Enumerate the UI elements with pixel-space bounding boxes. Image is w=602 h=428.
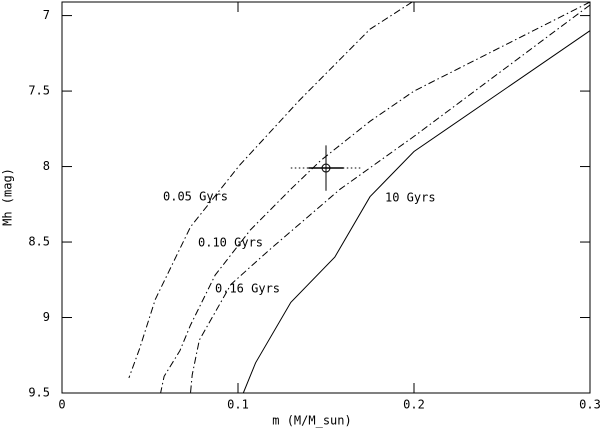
x-tick-label: 0.1 [227,398,249,412]
y-tick-label: 9 [43,310,50,324]
series-label: 0.16 Gyrs [215,282,280,296]
y-tick-label: 9.5 [28,386,50,400]
x-tick-label: 0 [58,398,65,412]
isochrone-line [242,30,591,394]
data-point [321,163,331,173]
x-tick-label: 0.3 [579,398,601,412]
isochrone-line [128,1,413,379]
y-axis-label: Mh (mag) [1,168,15,226]
series-label: 0.05 Gyrs [163,190,228,204]
isochrone-line [160,1,591,394]
y-tick-label: 8 [43,159,50,173]
y-tick-label: 8.5 [28,235,50,249]
x-tick-label: 0.2 [403,398,425,412]
x-axis-label: m (M/M_sun) [272,414,351,428]
y-tick-label: 7 [43,8,50,22]
series-label: 0.10 Gyrs [198,236,263,250]
y-tick-label: 7.5 [28,84,50,98]
isochrone-line [190,4,591,394]
series-label: 10 Gyrs [385,191,436,205]
plot-frame [61,1,591,394]
